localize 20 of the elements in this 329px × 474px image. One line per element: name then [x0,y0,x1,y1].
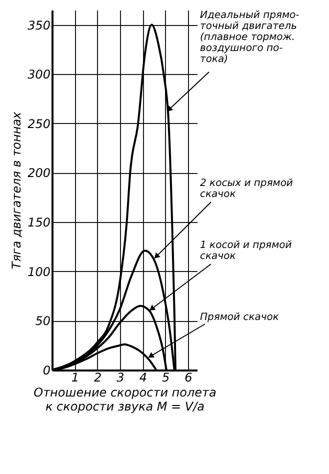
annotation: Идеальный прямо- точный двигатель (плавное тормож. воздушного по- тока) [200,10,300,65]
y-tick-label: 350 [28,18,51,32]
x-tick-label: 5 [162,370,170,384]
x-tick-label: 1 [71,370,79,384]
y-tick-label: 300 [28,68,51,82]
x-tick-label: 6 [184,370,193,384]
annotation: 1 косой и прямой скачок [200,240,292,262]
y-tick-label: 150 [28,216,51,230]
annotation: Прямой скачок [200,312,279,323]
y-tick-label: 0 [42,364,51,378]
x-tick-label: 4 [139,370,147,384]
y-tick-label: 200 [28,166,51,180]
y-tick-label: 250 [28,116,51,131]
x-tick-label: 3 [116,370,124,384]
x-tick-label: 2 [94,370,102,384]
y-axis-title: Тяга двигателя в тоннах [10,110,24,270]
x-axis-title: Отношение скорости полета к скорости звука M = V/a [34,386,216,414]
y-tick-label: 50 [35,314,51,328]
y-tick-label: 100 [28,264,51,279]
annotation: 2 косых и прямой скачок [200,178,294,200]
